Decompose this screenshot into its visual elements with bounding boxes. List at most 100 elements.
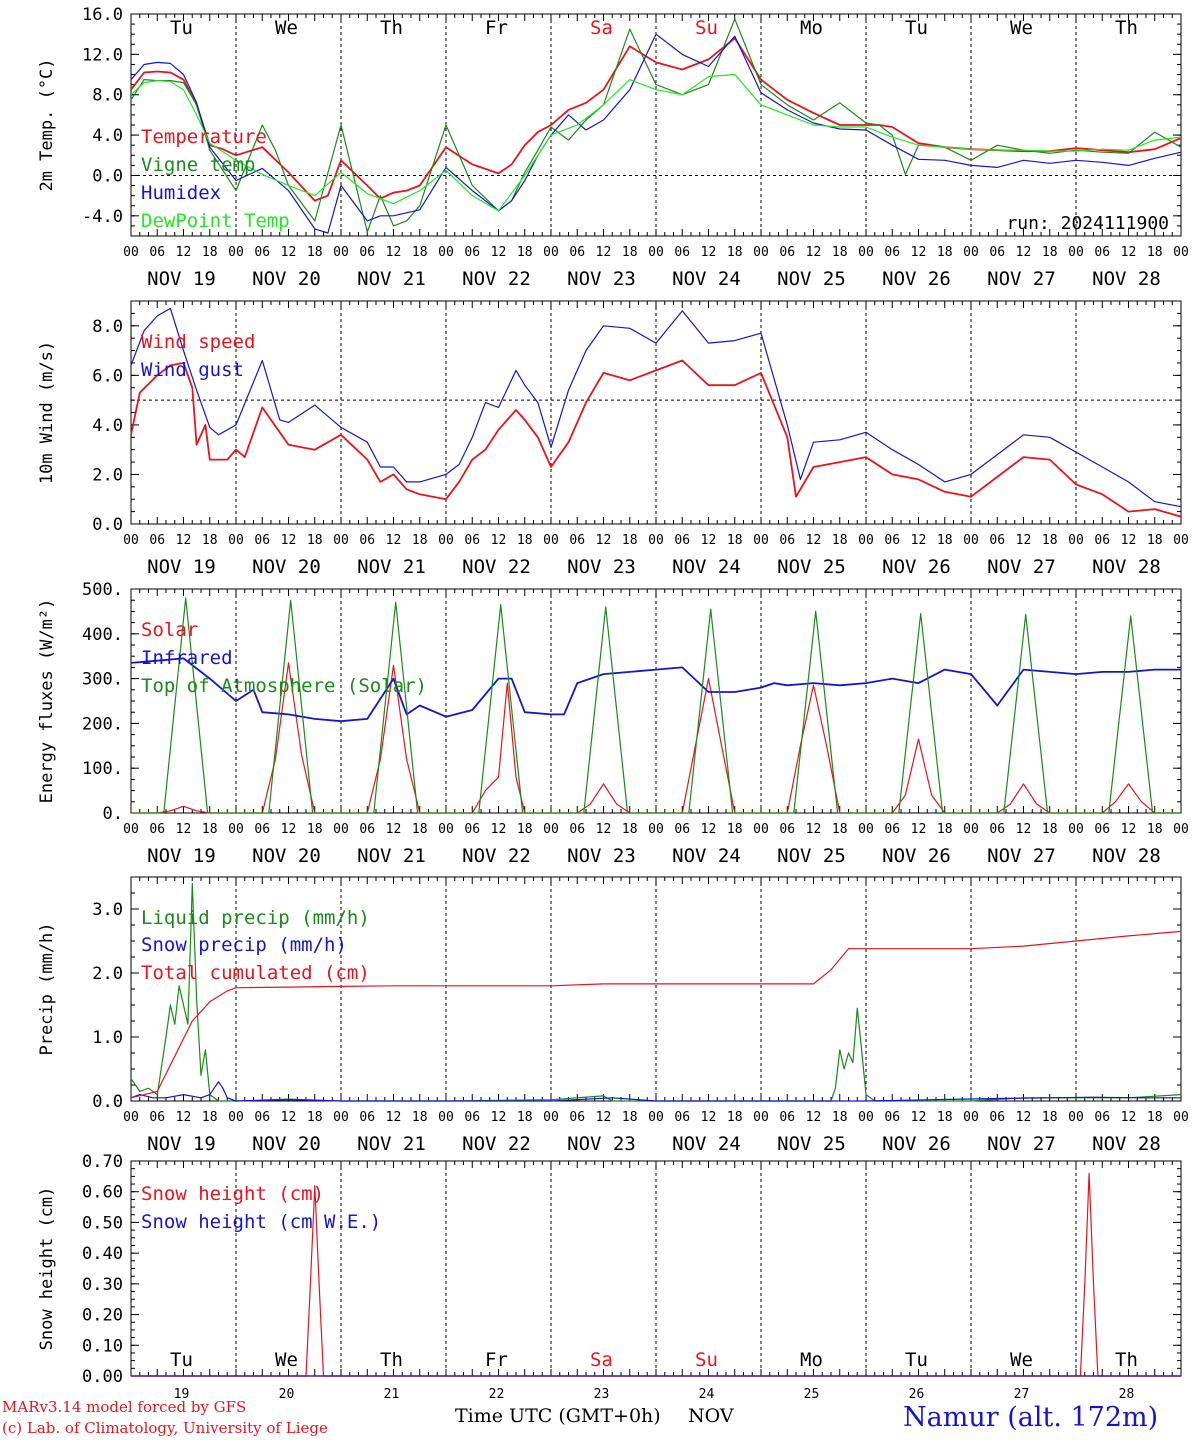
- run-annotation: run: 2024111900: [1006, 213, 1169, 234]
- hour-tick-label: 18: [307, 822, 323, 837]
- y-axis-label: 2m Temp. (°C): [37, 58, 57, 191]
- date-label: NOV 19: [147, 268, 216, 290]
- panel-2: [130, 300, 1182, 525]
- hour-tick-label: 06: [359, 822, 375, 837]
- day-name: Fr: [485, 17, 508, 39]
- hour-tick-label: 00: [1173, 245, 1189, 260]
- hour-tick-label: 00: [543, 533, 559, 548]
- day-name: We: [275, 1349, 298, 1371]
- legend-entry: Temperature: [141, 126, 267, 148]
- day-name: Tu: [905, 17, 928, 39]
- hour-tick-label: 00: [123, 822, 139, 837]
- hour-tick-label: 12: [596, 533, 612, 548]
- date-label: NOV 28: [1092, 1133, 1161, 1155]
- hour-tick-label: 12: [176, 1110, 192, 1125]
- hour-tick-label: 06: [884, 822, 900, 837]
- y-tick-label: 400.: [82, 625, 123, 645]
- date-label: NOV 21: [357, 268, 426, 290]
- date-label: NOV 26: [882, 845, 951, 867]
- hour-tick-label: 18: [307, 245, 323, 260]
- hour-tick-label: 06: [359, 533, 375, 548]
- hour-tick-label: 18: [937, 245, 953, 260]
- hour-tick-label: 18: [202, 245, 218, 260]
- hour-tick-label: 06: [674, 245, 690, 260]
- date-label: NOV 24: [672, 845, 741, 867]
- hour-tick-label: 00: [333, 245, 349, 260]
- series-line-top-of-atmosphere-solar-: [131, 597, 1181, 814]
- hour-tick-label: 12: [806, 533, 822, 548]
- legend-entry: DewPoint Temp: [141, 210, 290, 232]
- hour-tick-label: 00: [438, 533, 454, 548]
- hour-tick-label: 18: [832, 1110, 848, 1125]
- day-name: Su: [695, 17, 718, 39]
- hour-tick-label: 18: [307, 533, 323, 548]
- y-tick-label: 0.70: [82, 1152, 123, 1172]
- hour-tick-label: 00: [963, 533, 979, 548]
- day-number: 19: [174, 1387, 190, 1402]
- date-label: NOV 26: [882, 556, 951, 578]
- day-name: Mo: [800, 17, 823, 39]
- day-name: Mo: [800, 1349, 823, 1371]
- hour-tick-label: 12: [1121, 822, 1137, 837]
- day-name: Sa: [590, 1349, 613, 1371]
- hour-tick-label: 06: [254, 822, 270, 837]
- day-number: 27: [1014, 1387, 1030, 1402]
- hour-tick-label: 12: [596, 1110, 612, 1125]
- hour-tick-label: 00: [228, 1110, 244, 1125]
- hour-tick-label: 06: [254, 1110, 270, 1125]
- hour-tick-label: 18: [1147, 822, 1163, 837]
- date-label: NOV 24: [672, 556, 741, 578]
- series-line-total-cumulated-cm-: [130, 930, 1182, 1099]
- station-label: Namur (alt. 172m): [903, 1402, 1159, 1433]
- date-label: NOV 20: [252, 268, 321, 290]
- series-line-vigne-temp: [130, 18, 1182, 233]
- date-label: NOV 25: [777, 556, 846, 578]
- date-label: NOV 27: [987, 1133, 1056, 1155]
- hour-tick-label: 18: [517, 822, 533, 837]
- hour-tick-label: 12: [596, 822, 612, 837]
- date-label: NOV 25: [777, 268, 846, 290]
- hour-tick-label: 18: [1042, 245, 1058, 260]
- hour-tick-label: 00: [858, 245, 874, 260]
- hour-tick-label: 12: [281, 245, 297, 260]
- y-axis-label: 10m Wind (m/s): [37, 341, 57, 484]
- hour-tick-label: 00: [228, 245, 244, 260]
- hour-tick-label: 06: [464, 245, 480, 260]
- hour-tick-label: 00: [753, 245, 769, 260]
- hour-tick-label: 18: [727, 822, 743, 837]
- y-tick-label: 200.: [82, 714, 123, 734]
- hour-tick-label: 00: [648, 533, 664, 548]
- hour-tick-label: 06: [149, 245, 165, 260]
- hour-tick-label: 00: [438, 1110, 454, 1125]
- hour-tick-label: 12: [386, 1110, 402, 1125]
- y-tick-label: 8.0: [92, 317, 123, 337]
- day-name: Tu: [905, 1349, 928, 1371]
- hour-tick-label: 18: [202, 533, 218, 548]
- hour-tick-label: 00: [438, 822, 454, 837]
- date-label: NOV 28: [1092, 556, 1161, 578]
- hour-tick-label: 12: [491, 1110, 507, 1125]
- panel-3: [130, 588, 1182, 814]
- hour-tick-label: 12: [911, 245, 927, 260]
- series-line-wind-speed: [130, 359, 1182, 518]
- y-tick-label: 2.0: [92, 465, 123, 485]
- y-tick-label: 8.0: [92, 86, 123, 106]
- hour-tick-label: 12: [281, 533, 297, 548]
- hour-tick-label: 18: [937, 533, 953, 548]
- day-name: Th: [1115, 1349, 1138, 1371]
- hour-tick-label: 12: [1121, 533, 1137, 548]
- hour-tick-label: 00: [123, 533, 139, 548]
- hour-tick-label: 06: [359, 245, 375, 260]
- hour-tick-label: 12: [911, 533, 927, 548]
- y-tick-label: 300.: [82, 670, 123, 690]
- date-label: NOV 21: [357, 845, 426, 867]
- hour-tick-label: 12: [491, 822, 507, 837]
- x-axis-label: Time UTC (GMT+0h): [455, 1405, 661, 1427]
- hour-tick-label: 00: [1173, 1110, 1189, 1125]
- copyright-credit: (c) Lab. of Climatology, University of L…: [2, 1419, 328, 1437]
- hour-tick-label: 12: [491, 245, 507, 260]
- hour-tick-label: 12: [281, 1110, 297, 1125]
- y-tick-label: 0.40: [82, 1244, 123, 1264]
- hour-tick-label: 18: [412, 822, 428, 837]
